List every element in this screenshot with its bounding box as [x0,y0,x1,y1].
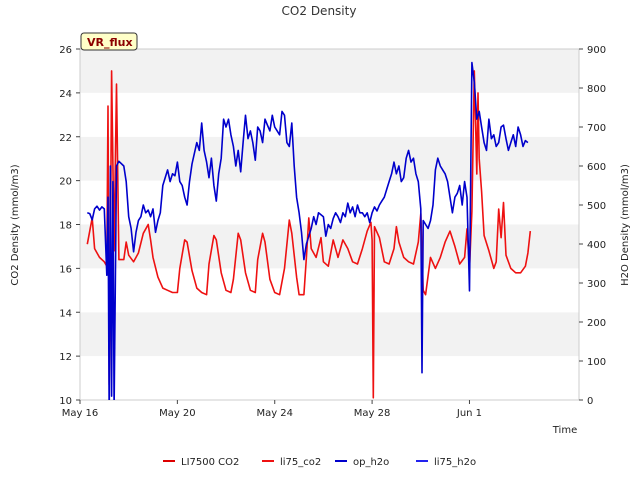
left-tick-label: 16 [59,264,72,275]
left-tick-label: 26 [59,45,72,56]
badge-box [80,32,138,51]
left-tick-label: 20 [59,177,72,188]
legend-entry-label: li75_h2o [434,457,476,468]
x-tick-label: Jun 1 [456,408,482,419]
left-tick-label: 12 [59,352,72,363]
right-tick-label: 700 [587,123,606,134]
vr-flux-badge: VR_flux [80,32,138,51]
x-tick-label: May 16 [62,408,99,419]
grid-band [80,312,579,357]
right-y-axis: 0 100 200 300 400 500 600 700 800 900 [579,45,606,407]
left-tick-label: 24 [59,89,72,100]
right-tick-label: 100 [587,357,606,368]
right-tick-label: 400 [587,240,606,251]
left-y-axis: 10 12 14 16 18 20 22 24 26 [59,45,80,407]
x-tick-label: May 28 [354,408,391,419]
left-tick-label: 18 [59,221,72,232]
right-tick-label: 500 [587,201,606,212]
grid-band [80,92,579,137]
right-tick-label: 800 [587,84,606,95]
right-tick-label: 200 [587,318,606,329]
grid-band [80,268,579,313]
left-axis-title: CO2 Density (mmol/m3) [10,164,21,285]
grid-band [80,49,579,93]
series-layer [86,61,532,400]
legend-entry-label: LI7500 CO2 [181,457,239,468]
right-tick-label: 0 [587,396,593,407]
x-tick-label: May 24 [256,408,293,419]
badge-label: VR_flux [87,36,133,49]
grid-bands [80,49,579,400]
right-tick-label: 600 [587,162,606,173]
series-line-op-h2o [87,61,529,400]
legend: LI7500 CO2 li75_co2 op_h2o li75_h2o [163,457,476,468]
legend-entry-label: li75_co2 [280,457,321,468]
left-tick-label: 10 [59,396,72,407]
x-axis: May 16 May 20 May 24 May 28 Jun 1 [62,400,482,419]
grid-band [80,136,579,181]
right-tick-label: 300 [587,279,606,290]
chart-title: CO2 Density [282,4,357,18]
right-axis-title: H2O Density (mmol/m3) [620,164,631,286]
left-tick-label: 14 [59,308,72,319]
grid-band [80,356,579,400]
legend-entry-label: op_h2o [353,457,389,468]
x-axis-title: Time [552,425,577,436]
left-tick-label: 22 [59,133,72,144]
right-tick-label: 900 [587,45,606,56]
x-tick-label: May 20 [159,408,196,419]
